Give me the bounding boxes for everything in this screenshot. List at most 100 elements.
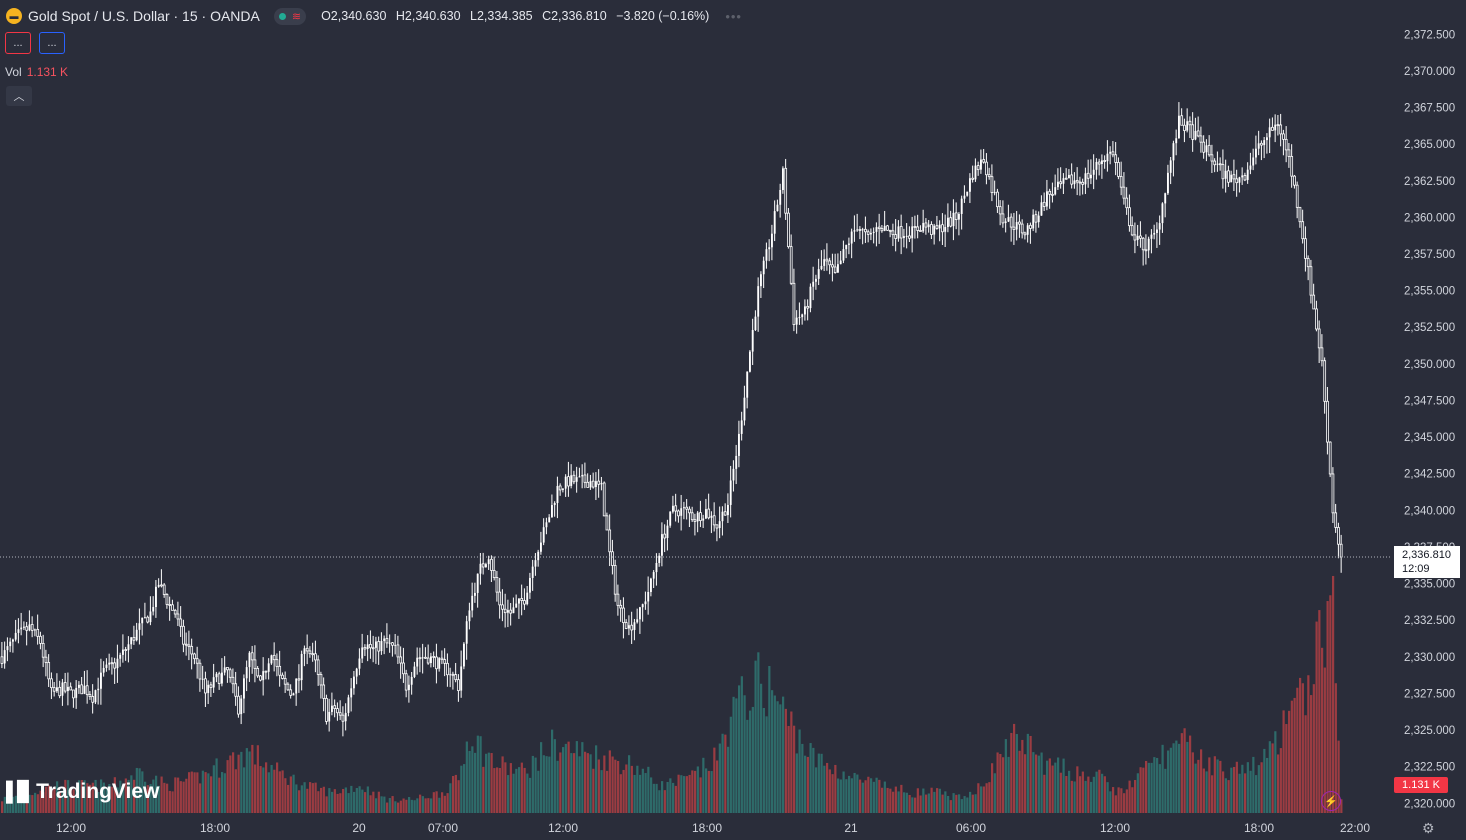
volume-bar	[696, 766, 699, 813]
candle-body	[526, 592, 529, 605]
tradingview-logo[interactable]: ▌▊ TradingView	[6, 780, 159, 804]
indicator-button-blue[interactable]: ...	[39, 32, 65, 54]
volume-bar	[1037, 755, 1040, 813]
candle-body	[331, 705, 333, 712]
volume-bar	[460, 765, 463, 813]
candle-body	[558, 485, 562, 491]
volume-bar	[537, 770, 540, 813]
candle-body	[457, 679, 460, 691]
candle-body	[490, 558, 493, 571]
volume-bar	[405, 799, 408, 813]
volume-bar	[828, 769, 831, 813]
candle-body	[1106, 153, 1109, 162]
chevron-up-icon[interactable]: ︿	[6, 86, 32, 106]
volume-bar	[853, 772, 856, 813]
volume-bar	[688, 774, 691, 813]
volume-bar	[507, 775, 510, 813]
candle-body	[512, 607, 515, 614]
candle-body	[116, 658, 119, 669]
volume-bar	[152, 779, 155, 813]
candle-body	[14, 632, 17, 640]
volume-bar	[1200, 749, 1203, 813]
volume-bar	[914, 797, 917, 813]
candle-body	[727, 504, 729, 516]
candle-body	[1042, 201, 1046, 207]
volume-bar	[1282, 710, 1285, 813]
candle-body	[1309, 266, 1313, 296]
volume-bar	[1180, 733, 1183, 813]
candle-body	[760, 274, 762, 287]
volume-bar	[1290, 700, 1293, 813]
volume-bar	[625, 764, 628, 813]
lightning-icon[interactable]: ⚡	[1321, 791, 1341, 811]
candle-body	[740, 420, 743, 434]
volume-bar	[762, 708, 765, 813]
more-icon[interactable]: •••	[725, 8, 742, 24]
price-tick-label: 2,350.000	[1404, 359, 1455, 371]
volume-bar	[72, 789, 75, 813]
indicator-button-red[interactable]: ...	[5, 32, 31, 54]
volume-bar	[270, 764, 273, 813]
volume-bar	[342, 788, 345, 813]
volume-bar	[1178, 743, 1181, 813]
volume-bar	[1340, 799, 1343, 813]
volume-bar	[773, 695, 776, 813]
candle-body	[1018, 221, 1021, 225]
candle-body	[850, 231, 853, 244]
volume-bar	[1332, 575, 1335, 813]
volume-bar	[960, 799, 963, 813]
candle-body	[712, 515, 716, 526]
candle-body	[633, 622, 636, 630]
volume-bar	[1304, 715, 1307, 813]
candle-body	[980, 159, 982, 170]
candle-body	[127, 644, 130, 651]
volume-bar	[344, 787, 347, 813]
volume-bar	[31, 795, 34, 813]
volume-bar	[201, 770, 204, 813]
candle-body	[768, 247, 771, 250]
candle-body	[416, 657, 419, 667]
candle-body	[1015, 222, 1018, 230]
volume-bar	[234, 769, 237, 813]
candle-body	[958, 213, 960, 220]
volume-bar	[1117, 787, 1120, 813]
volume-bar	[1131, 787, 1134, 813]
volume-bar	[311, 783, 314, 813]
volume-bar	[1244, 773, 1247, 813]
volume-bar	[584, 751, 587, 813]
volume-bar	[523, 767, 526, 813]
candle-body	[1227, 170, 1230, 183]
volume-bar	[75, 789, 78, 813]
candle-body	[100, 672, 102, 689]
volume-bar	[1310, 695, 1313, 813]
candle-body	[765, 249, 768, 261]
candle-body	[369, 644, 372, 649]
symbol-title[interactable]: Gold Spot / U.S. Dollar · 15 · OANDA	[28, 8, 260, 24]
market-status[interactable]: ≋	[273, 7, 307, 25]
volume-bar	[474, 752, 477, 813]
candle-body	[1315, 308, 1318, 330]
volume-bar	[1079, 776, 1082, 813]
volume-bar	[94, 779, 97, 813]
candle-body	[6, 646, 9, 651]
change-value: −3.820 (−0.16%)	[616, 9, 710, 23]
volume-bar	[988, 782, 991, 813]
volume-bar	[680, 775, 683, 813]
chart-header: ▬ Gold Spot / U.S. Dollar · 15 · OANDA ≋…	[0, 0, 742, 32]
candle-body	[182, 625, 185, 645]
volume-bar	[23, 795, 26, 813]
volume-bar	[124, 778, 127, 813]
candle-body	[828, 260, 832, 266]
candle-body	[515, 603, 518, 608]
settings-icon[interactable]: ⚙	[1422, 820, 1435, 836]
volume-bar	[443, 795, 446, 813]
candle-body	[209, 684, 213, 688]
volume-bar	[639, 774, 642, 813]
candle-body	[919, 230, 922, 232]
candle-body	[146, 616, 150, 623]
candle-body	[1328, 441, 1332, 475]
volume-bar	[1161, 744, 1164, 813]
volume-bar	[526, 773, 529, 813]
volume-bar	[100, 779, 103, 813]
